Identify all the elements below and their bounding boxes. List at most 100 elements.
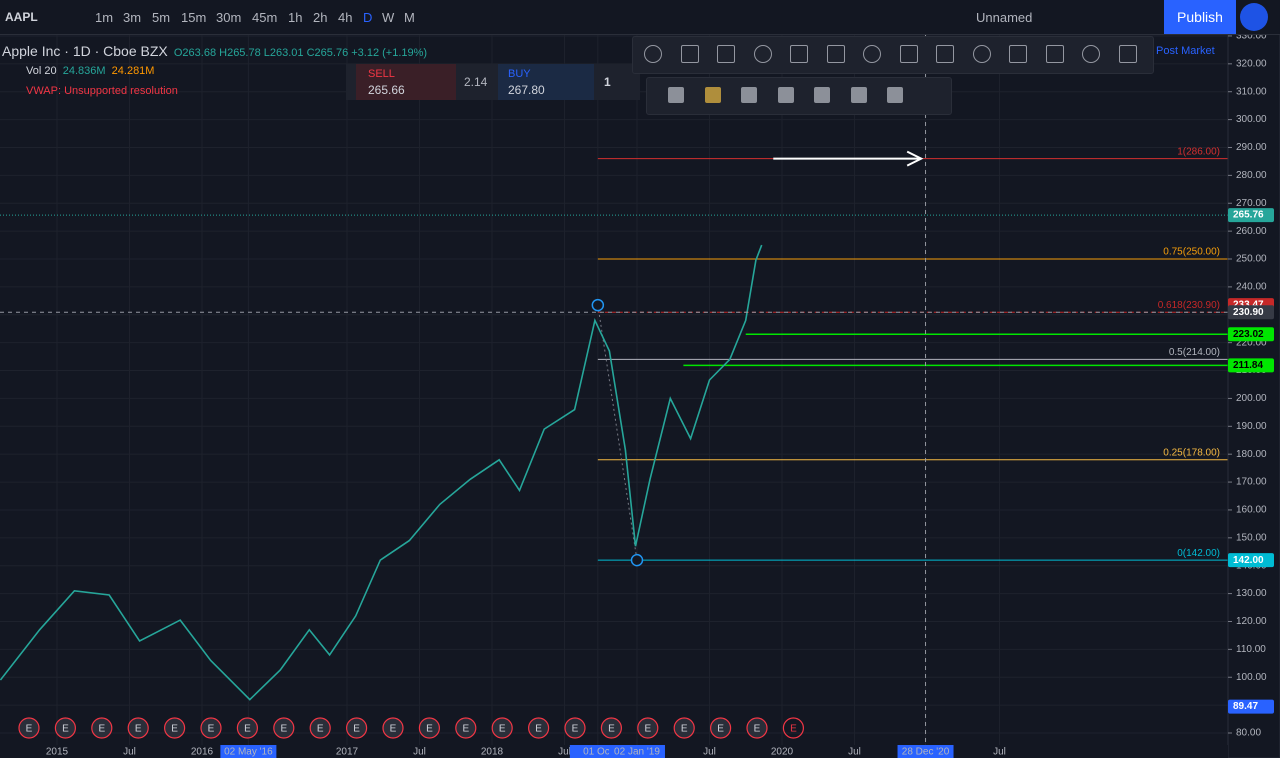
fib-label: 0.25(178.00) xyxy=(1163,447,1220,458)
sell-button[interactable] xyxy=(356,64,456,100)
price-tag-label: 142.00 xyxy=(1233,555,1264,566)
quantity[interactable]: 1 xyxy=(604,75,611,89)
y-tick-label: 250.00 xyxy=(1236,254,1267,265)
price-tag xyxy=(1228,208,1274,223)
earnings-label: E xyxy=(462,724,469,735)
object-icon[interactable] xyxy=(814,87,830,103)
earnings-label: E xyxy=(426,724,433,735)
layout-name[interactable]: Unnamed xyxy=(976,10,1033,25)
earnings-label: E xyxy=(353,724,360,735)
price-tag-label: 265.76 xyxy=(1233,210,1264,221)
y-tick-label: 200.00 xyxy=(1236,393,1267,404)
x-tick-highlight xyxy=(220,745,277,758)
earnings-label: E xyxy=(608,724,615,735)
tool-icon[interactable] xyxy=(680,45,699,63)
earnings-marker xyxy=(564,717,586,739)
tool-icon[interactable] xyxy=(899,45,918,63)
sell-label: SELL xyxy=(368,68,395,80)
interval-button[interactable]: 45m xyxy=(252,10,278,25)
y-tick-label: 190.00 xyxy=(1236,421,1267,432)
price-tag-label: 230.90 xyxy=(1233,307,1264,318)
x-tick-label: 2020 xyxy=(771,747,794,758)
top-toolbar: AAPL 1m 3m 5m 15m 30m 45m 1h 2h 4h D W M Unnamed Pu… xyxy=(0,0,1280,35)
earnings-marker xyxy=(491,717,513,739)
price-tag-label: 223.02 xyxy=(1233,329,1264,340)
interval-button[interactable]: 2h xyxy=(313,10,328,25)
earnings-label: E xyxy=(135,724,142,735)
fib-label: 0.75(250.00) xyxy=(1163,247,1220,258)
y-tick-label: 280.00 xyxy=(1236,170,1267,181)
tool-icon[interactable] xyxy=(936,45,954,63)
tool-icon[interactable] xyxy=(826,45,845,63)
tool-icon[interactable] xyxy=(863,45,881,63)
x-tick-label: 2015 xyxy=(46,747,69,758)
replay-button[interactable] xyxy=(1240,3,1268,31)
y-tick-label: 300.00 xyxy=(1236,114,1267,125)
interval-button[interactable]: 15m xyxy=(181,10,207,25)
object-icon[interactable] xyxy=(887,87,903,103)
x-tick-highlight xyxy=(608,745,665,758)
interval-button[interactable]: 4h xyxy=(338,10,353,25)
interval-button[interactable]: 1h xyxy=(288,10,303,25)
x-tick-label: 02 May '16 xyxy=(224,747,273,758)
tool-icon[interactable] xyxy=(1118,45,1137,63)
fib-label: 0(142.00) xyxy=(1177,548,1220,559)
drawing-toolbar[interactable] xyxy=(632,36,1154,74)
buy-button[interactable] xyxy=(498,64,594,100)
earnings-label: E xyxy=(499,724,506,735)
tool-icon[interactable] xyxy=(644,45,662,63)
y-tick-label: 330.00 xyxy=(1236,31,1267,42)
object-icon[interactable] xyxy=(704,87,721,103)
fib-anchor xyxy=(591,298,605,312)
tool-icon[interactable] xyxy=(1082,45,1100,63)
fib-label: 0.618(230.90) xyxy=(1158,300,1220,311)
interval-button[interactable]: 1m xyxy=(95,10,114,25)
interval-button[interactable]: 30m xyxy=(216,10,242,25)
interval-button[interactable]: M xyxy=(404,10,415,25)
earnings-marker xyxy=(455,717,477,739)
interval-button[interactable]: W xyxy=(382,10,395,25)
object-icon[interactable] xyxy=(850,87,867,103)
tool-icon[interactable] xyxy=(972,45,991,63)
tool-icon[interactable] xyxy=(753,45,772,63)
earnings-label: E xyxy=(26,724,33,735)
x-tick-label: Jul xyxy=(413,747,426,758)
price-tag xyxy=(1228,305,1274,320)
earnings-marker xyxy=(309,717,331,739)
x-tick-label: Jul xyxy=(703,747,716,758)
tool-icon[interactable] xyxy=(1045,45,1064,63)
object-icon[interactable] xyxy=(668,87,684,103)
interval-button[interactable]: 3m xyxy=(123,10,142,25)
earnings-marker xyxy=(527,717,550,739)
y-tick-label: 80.00 xyxy=(1236,728,1261,739)
x-tick-label: Jul xyxy=(123,747,136,758)
price-tag xyxy=(1228,553,1274,568)
legend-ohlc: O263.68 H265.78 L263.01 C265.76 +3.12 (+… xyxy=(173,47,428,59)
earnings-marker xyxy=(782,717,805,739)
earnings-marker xyxy=(127,717,149,739)
price-tag xyxy=(1228,358,1274,373)
interval-button[interactable]: D xyxy=(363,10,373,25)
symbol[interactable]: AAPL xyxy=(5,10,38,24)
price-axis xyxy=(1227,33,1280,758)
price-tag xyxy=(1228,699,1274,714)
tool-icon[interactable] xyxy=(1009,45,1027,63)
object-icon[interactable] xyxy=(777,87,794,103)
price-tag xyxy=(1228,327,1274,342)
y-tick-label: 150.00 xyxy=(1236,532,1267,543)
earnings-label: E xyxy=(171,724,178,735)
publish-button[interactable]: Publish xyxy=(1164,0,1236,34)
tool-icon[interactable] xyxy=(717,45,735,63)
tool-icon[interactable] xyxy=(790,45,808,63)
earnings-label: E xyxy=(98,724,105,735)
object-icon[interactable] xyxy=(741,87,757,103)
y-tick-label: 130.00 xyxy=(1236,588,1267,599)
object-toolbar[interactable] xyxy=(646,77,952,115)
earnings-label: E xyxy=(790,724,797,735)
x-tick-label: 2018 xyxy=(481,747,504,758)
earnings-label: E xyxy=(62,724,69,735)
earnings-marker xyxy=(746,717,768,739)
earnings-marker xyxy=(91,717,113,739)
interval-button[interactable]: 5m xyxy=(152,10,171,25)
y-tick-label: 120.00 xyxy=(1236,616,1267,627)
